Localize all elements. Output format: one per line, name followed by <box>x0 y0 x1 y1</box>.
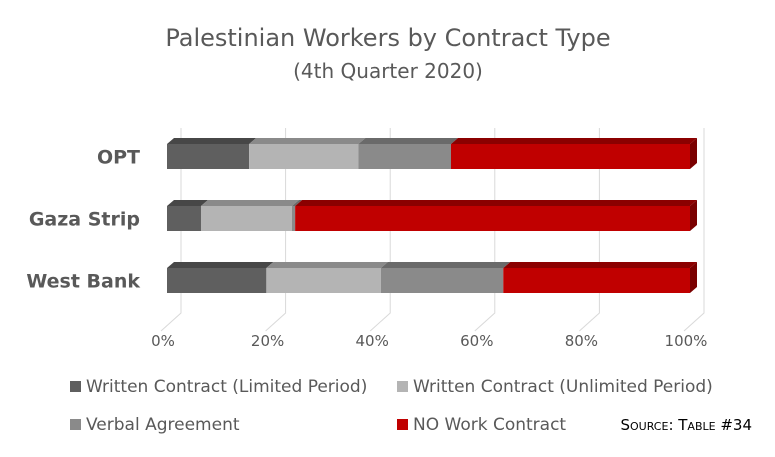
bar-top <box>358 138 458 144</box>
gridline <box>265 128 287 332</box>
source-note: Source: Table #34 <box>620 416 752 434</box>
category-label: OPT <box>97 147 140 169</box>
bar-segment <box>358 144 451 169</box>
bar-segment <box>249 144 359 169</box>
bar-top <box>266 262 388 268</box>
category-label: West Bank <box>26 271 140 293</box>
bar-segment <box>503 268 690 293</box>
gridline <box>474 128 496 332</box>
bar-top <box>167 200 208 206</box>
chart-subtitle: (4th Quarter 2020) <box>293 59 483 83</box>
bar-top <box>249 138 366 144</box>
bar-side <box>690 262 697 293</box>
bar-segment <box>266 268 381 293</box>
bar-top <box>450 138 697 144</box>
gridline <box>579 128 600 332</box>
bar-side <box>690 138 697 169</box>
legend-swatch <box>70 419 81 430</box>
bar-side <box>690 200 697 231</box>
legend-swatch <box>70 381 81 392</box>
legend-label: Written Contract (Limited Period) <box>86 377 367 397</box>
bar-segment <box>450 144 690 169</box>
x-tick-label: 100% <box>665 332 708 350</box>
bar-segment <box>167 268 267 293</box>
x-tick-label: 20% <box>251 332 284 350</box>
bar-segment <box>167 144 250 169</box>
category-label: Gaza Strip <box>29 209 140 231</box>
x-tick-label: 40% <box>356 332 389 350</box>
bar-top <box>380 262 511 268</box>
bar-segment <box>200 206 292 231</box>
bar-segment <box>291 206 296 231</box>
bar-top <box>167 138 257 144</box>
x-tick-label: 80% <box>565 332 598 350</box>
chart-title: Palestinian Workers by Contract Type <box>165 24 610 52</box>
gridline <box>160 128 182 332</box>
legend-label: Verbal Agreement <box>86 415 240 435</box>
x-tick-label: 0% <box>151 332 175 350</box>
legend-swatch <box>397 419 408 430</box>
legend-label: Written Contract (Unlimited Period) <box>413 377 713 397</box>
gridline <box>369 128 391 332</box>
bar-top <box>295 200 697 206</box>
bar-segment <box>380 268 504 293</box>
bar-segment <box>295 206 690 231</box>
gridline <box>683 128 705 332</box>
bar-top <box>200 200 299 206</box>
x-tick-label: 60% <box>460 332 493 350</box>
bar-segment <box>167 206 201 231</box>
bar-top <box>291 200 303 206</box>
legend-swatch <box>397 381 408 392</box>
legend-label: NO Work Contract <box>413 415 566 435</box>
bar-top <box>167 262 274 268</box>
bar-top <box>503 262 697 268</box>
